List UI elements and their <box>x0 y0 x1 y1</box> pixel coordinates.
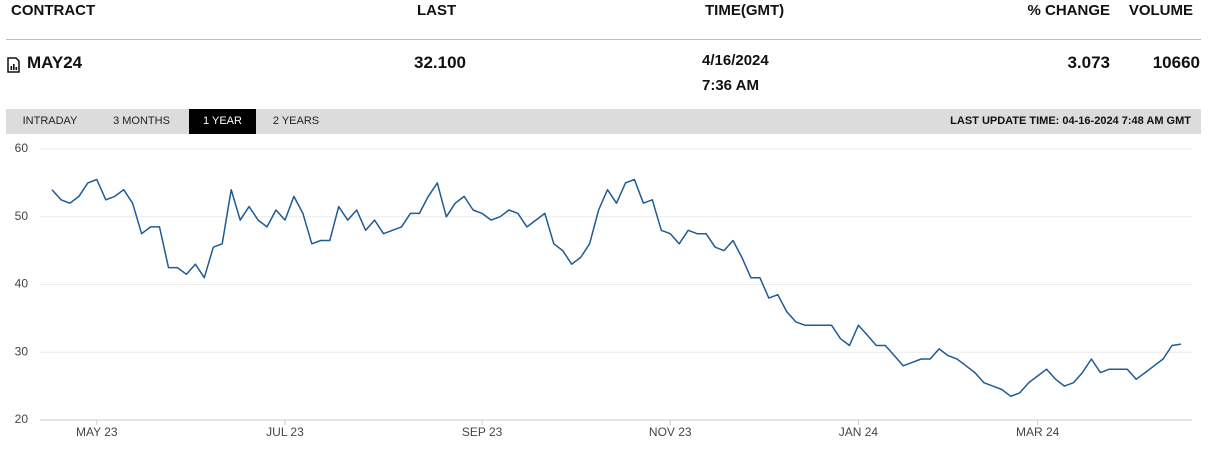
y-tick-label: 30 <box>15 344 29 358</box>
last-update: LAST UPDATE TIME: 04-16-2024 7:48 AM GMT <box>950 115 1191 127</box>
column-header: TIME(GMT) <box>705 2 785 19</box>
x-tick-label: SEP 23 <box>462 425 503 439</box>
divider <box>6 39 1201 40</box>
y-tick-label: 20 <box>15 412 29 426</box>
x-tick-label: NOV 23 <box>649 425 692 439</box>
time: 7:36 AM <box>702 77 759 94</box>
y-tick-label: 60 <box>15 141 29 155</box>
contract[interactable]: MAY24 <box>27 53 83 72</box>
x-tick-label: JAN 24 <box>839 425 879 439</box>
chart: 20 30 40 50 60 MAY 23 JUL 23 SEP 23 NOV 23 JAN 24… <box>15 141 1192 439</box>
price-line <box>51 178 1182 398</box>
tab-bar: LAST UPDATE TIME: 04-16-2024 7:48 AM GMT… <box>6 109 1201 134</box>
y-tick-label: 40 <box>15 277 29 291</box>
column-header: LAST <box>417 2 457 19</box>
tab[interactable]: 2 YEARS <box>272 115 320 127</box>
column-header: CONTRACT <box>11 2 96 19</box>
percent-change: 3.073 <box>1067 53 1110 72</box>
tab[interactable]: INTRADAY <box>22 115 78 127</box>
date: 4/16/2024 <box>702 52 769 69</box>
tab[interactable]: 1 YEAR <box>189 109 256 134</box>
tab[interactable]: 3 MONTHS <box>113 115 170 127</box>
x-tick-label: MAY 23 <box>76 425 118 439</box>
column-header: % CHANGE <box>1027 2 1110 19</box>
chart-icon <box>7 57 20 73</box>
volume: 10660 <box>1152 53 1200 72</box>
x-tick-label: MAR 24 <box>1016 425 1060 439</box>
column-header: VOLUME <box>1128 2 1193 19</box>
x-tick-label: JUL 23 <box>266 425 304 439</box>
y-tick-label: 50 <box>15 209 29 223</box>
last-price: 32.100 <box>414 53 466 72</box>
